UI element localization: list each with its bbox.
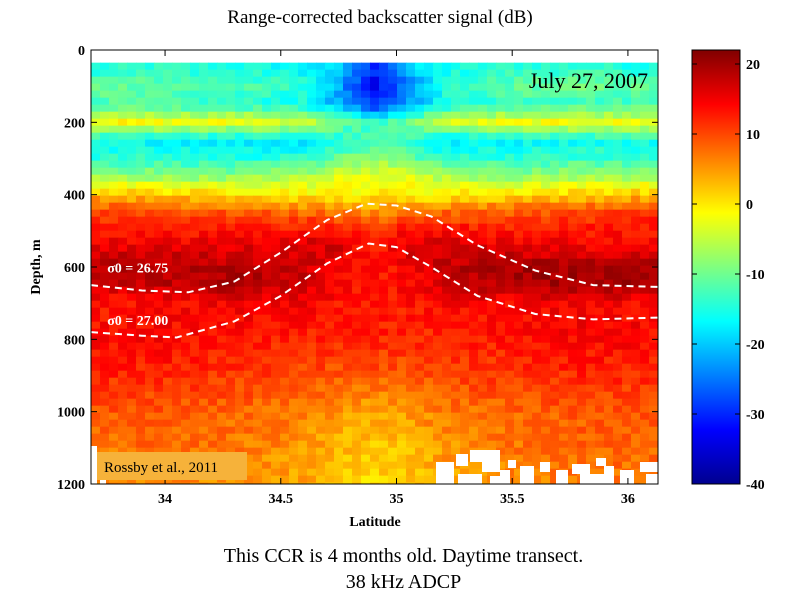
isopycnal-line-0 bbox=[91, 202, 658, 294]
colorbar-tick-label: -10 bbox=[746, 268, 765, 283]
colorbar-tick-label: -20 bbox=[746, 338, 765, 353]
chart-title: Range-corrected backscatter signal (dB) bbox=[227, 7, 532, 28]
date-annotation: July 27, 2007 bbox=[529, 68, 648, 93]
x-tick-label: 35 bbox=[389, 492, 403, 507]
caption-line-1: This CCR is 4 months old. Daytime transe… bbox=[223, 545, 584, 567]
y-tick-label: 200 bbox=[64, 116, 85, 131]
y-tick-label: 800 bbox=[64, 333, 85, 348]
citation-box bbox=[97, 452, 247, 480]
colorbar bbox=[691, 49, 741, 485]
colorbar-tick-label: 0 bbox=[746, 198, 753, 213]
x-tick-label: 36 bbox=[621, 492, 635, 507]
isopycnal-line-1 bbox=[91, 242, 658, 339]
y-axis-label: Depth, m bbox=[29, 239, 44, 295]
caption-line-2: 38 kHz ADCP bbox=[345, 571, 462, 593]
x-tick-label: 34.5 bbox=[269, 492, 294, 507]
colorbar-tick-label: 10 bbox=[746, 128, 760, 143]
isopycnal-contours bbox=[91, 202, 658, 339]
isopycnal-label-27-00: σ0 = 27.00 bbox=[107, 314, 168, 329]
y-tick-label: 400 bbox=[64, 189, 85, 204]
x-axis-label: Latitude bbox=[349, 515, 400, 530]
y-axis: 0 200 400 600 800 1000 1200 bbox=[57, 44, 658, 493]
colorbar-tick-label: -40 bbox=[746, 478, 765, 493]
heatmap-field bbox=[91, 62, 658, 484]
colorbar-axis: 20 10 0 -10 -20 -30 -40 bbox=[692, 58, 765, 493]
x-tick-label: 34 bbox=[158, 492, 172, 507]
isopycnal-label-26-75: σ0 = 26.75 bbox=[107, 261, 168, 276]
citation-annotation: Rossby et al., 2011 bbox=[104, 460, 218, 476]
colorbar-tick-label: 20 bbox=[746, 58, 760, 73]
y-tick-label: 1200 bbox=[57, 478, 85, 493]
y-tick-label: 1000 bbox=[57, 406, 85, 421]
y-tick-label: 0 bbox=[78, 44, 85, 59]
missing-data-patches bbox=[91, 446, 658, 484]
x-tick-label: 35.5 bbox=[500, 492, 525, 507]
colorbar-tick-label: -30 bbox=[746, 408, 765, 423]
x-axis: 34 34.5 35 35.5 36 bbox=[158, 50, 635, 507]
y-tick-label: 600 bbox=[64, 261, 85, 276]
